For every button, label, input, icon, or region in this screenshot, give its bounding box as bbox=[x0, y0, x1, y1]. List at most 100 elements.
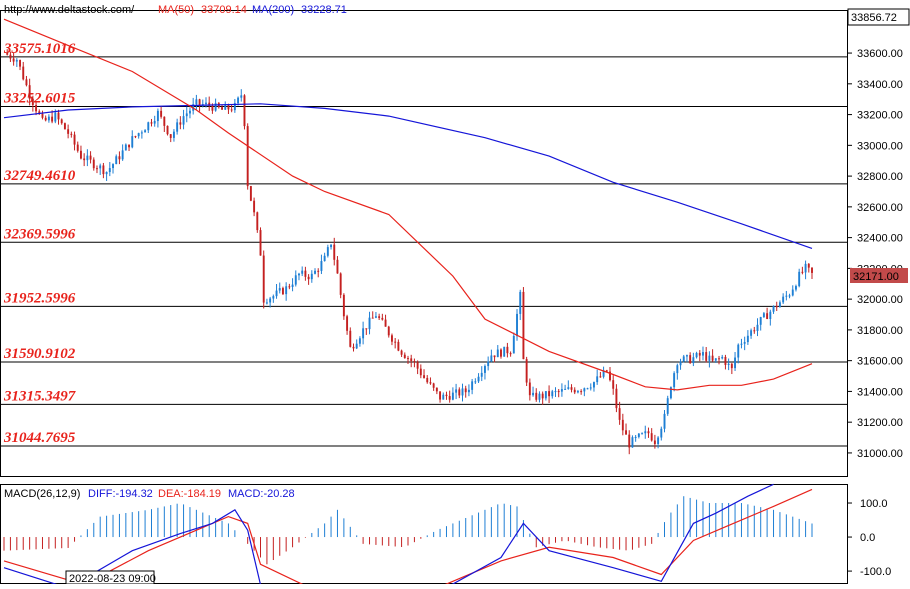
price-tick-label: 33400.00 bbox=[857, 79, 903, 91]
candle-body bbox=[669, 387, 672, 399]
candle-body bbox=[381, 317, 384, 320]
candle-body bbox=[317, 270, 320, 272]
level-label: 31590.9102 bbox=[3, 346, 76, 362]
candle-body bbox=[801, 271, 804, 273]
candle-body bbox=[28, 85, 31, 99]
candle-body bbox=[15, 60, 18, 62]
candle-body bbox=[76, 144, 79, 151]
candle-body bbox=[535, 392, 538, 400]
candle-body bbox=[487, 361, 490, 367]
top-right-value: 33856.72 bbox=[851, 12, 897, 24]
candle-body bbox=[500, 349, 502, 357]
macd-diff-line bbox=[3, 483, 774, 589]
candle-body bbox=[185, 113, 188, 117]
candle-body bbox=[166, 125, 169, 135]
ma200-line bbox=[3, 103, 813, 249]
candle-body bbox=[131, 136, 134, 148]
price-tick-label: 33600.00 bbox=[857, 48, 903, 60]
macd-value: MACD:-20.28 bbox=[228, 488, 295, 500]
macd-tick-label: 0.0 bbox=[860, 532, 875, 544]
candle-body bbox=[397, 341, 400, 351]
candle-body bbox=[718, 358, 720, 360]
candle-body bbox=[38, 111, 41, 114]
candle-body bbox=[44, 117, 47, 121]
candle-body bbox=[156, 110, 159, 122]
candle-body bbox=[583, 388, 586, 392]
candle-body bbox=[416, 362, 419, 369]
candle-body bbox=[253, 200, 256, 213]
candle-body bbox=[73, 134, 76, 145]
candle-body bbox=[153, 121, 156, 124]
ma200-value: 33228.71 bbox=[301, 4, 347, 16]
candle-body bbox=[384, 319, 387, 327]
candle-body bbox=[275, 290, 278, 297]
candle-body bbox=[682, 356, 685, 362]
candle-body bbox=[211, 105, 214, 111]
candle-body bbox=[298, 273, 300, 276]
candle-body bbox=[6, 53, 9, 55]
price-axis: 33600.00 33400.00 33200.00 33000.00 32800.00… bbox=[848, 48, 903, 460]
candle-body bbox=[12, 58, 15, 62]
candle-body bbox=[609, 371, 611, 381]
candle-body bbox=[195, 99, 198, 105]
candle-body bbox=[647, 431, 650, 434]
candle-body bbox=[740, 343, 743, 345]
candle-body bbox=[118, 156, 121, 160]
macd-diff: DIFF:-194.32 bbox=[88, 488, 153, 500]
candle-body bbox=[19, 60, 21, 67]
candle-body bbox=[429, 382, 432, 384]
candle-body bbox=[140, 132, 143, 134]
candle-body bbox=[519, 291, 522, 314]
candle-body bbox=[249, 186, 252, 201]
candle-body bbox=[224, 104, 227, 110]
candle-body bbox=[528, 382, 531, 396]
candle-body bbox=[657, 437, 660, 445]
candle-body bbox=[349, 330, 352, 347]
candle-body bbox=[756, 324, 759, 331]
level-label: 31952.5996 bbox=[3, 290, 76, 306]
candle-body bbox=[320, 261, 323, 271]
candle-body bbox=[593, 382, 595, 388]
price-tick-label: 31200.00 bbox=[857, 417, 903, 429]
candle-body bbox=[51, 116, 54, 122]
candle-body bbox=[750, 330, 753, 336]
candle-body bbox=[92, 159, 95, 169]
moving-averages bbox=[3, 18, 813, 391]
candle-body bbox=[330, 244, 333, 248]
candle-body bbox=[403, 354, 406, 359]
candle-body bbox=[233, 103, 236, 111]
candle-body bbox=[47, 116, 50, 121]
candle-body bbox=[105, 172, 108, 175]
candle-body bbox=[301, 270, 304, 274]
candle-body bbox=[455, 389, 458, 393]
candle-body bbox=[769, 311, 772, 319]
candle-body bbox=[407, 358, 409, 360]
candle-body bbox=[362, 328, 365, 339]
candle-body bbox=[83, 158, 86, 161]
candle-body bbox=[458, 389, 461, 396]
price-tick-label: 32600.00 bbox=[857, 202, 903, 214]
candle-body bbox=[240, 95, 243, 98]
candle-body bbox=[448, 396, 451, 400]
candle-body bbox=[599, 376, 602, 378]
candle-body bbox=[9, 54, 12, 59]
candle-body bbox=[419, 368, 422, 376]
candle-body bbox=[702, 352, 704, 356]
candle-body bbox=[304, 270, 307, 277]
candle-body bbox=[586, 388, 589, 390]
candle-body bbox=[439, 391, 442, 400]
candle-body bbox=[102, 165, 105, 175]
candle-body bbox=[554, 391, 557, 393]
candle-body bbox=[400, 350, 403, 355]
ma50-label: MA(50) bbox=[158, 4, 194, 16]
site-url: http://www.deltastock.com/ bbox=[4, 4, 135, 16]
candle-body bbox=[394, 341, 397, 343]
candle-body bbox=[227, 104, 230, 110]
candle-body bbox=[506, 346, 509, 354]
candle-body bbox=[79, 150, 82, 159]
candle-body bbox=[134, 136, 137, 138]
candle-body bbox=[496, 349, 499, 358]
price-panel-frame bbox=[0, 10, 848, 477]
